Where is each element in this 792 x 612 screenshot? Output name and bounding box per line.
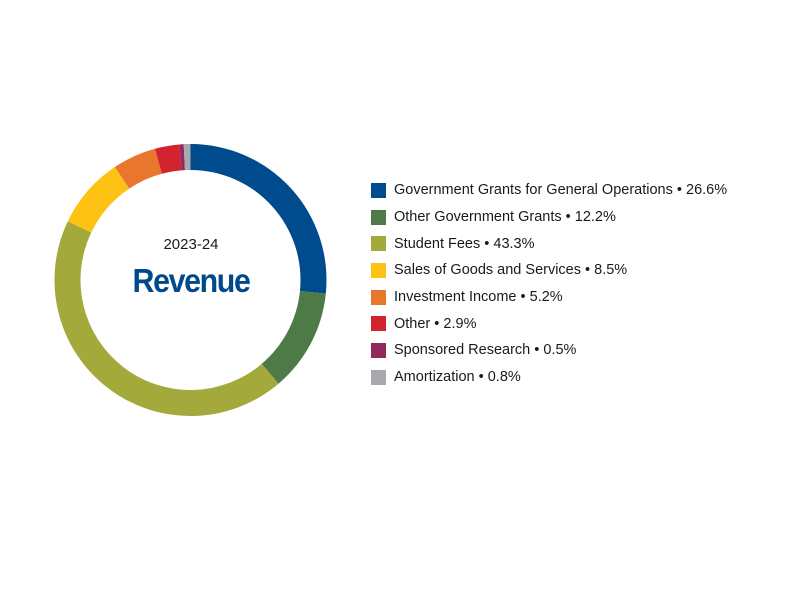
legend-item-sales-goods-services: Sales of Goods and Services • 8.5% <box>371 257 727 284</box>
legend-swatch <box>371 369 386 385</box>
legend-swatch <box>371 182 386 198</box>
legend-item-other-government-grants: Other Government Grants • 12.2% <box>371 204 727 231</box>
donut-segment-sponsored-research <box>179 144 185 171</box>
legend-item-sponsored-research: Sponsored Research • 0.5% <box>371 337 727 364</box>
donut-segment-investment-income <box>114 148 162 189</box>
legend-label: Other • 2.9% <box>394 315 477 332</box>
donut-segment-other <box>155 144 182 174</box>
legend-swatch <box>371 236 386 252</box>
legend-label: Sponsored Research • 0.5% <box>394 342 577 359</box>
legend-item-other: Other • 2.9% <box>371 310 727 337</box>
legend-label: Government Grants for General Operations… <box>394 182 728 199</box>
chart-legend: Government Grants for General Operations… <box>371 177 727 391</box>
legend-item-amortization: Amortization • 0.8% <box>371 364 727 391</box>
legend-item-investment-income: Investment Income • 5.2% <box>371 284 727 311</box>
legend-label: Amortization • 0.8% <box>394 369 521 386</box>
legend-label: Investment Income • 5.2% <box>394 289 563 306</box>
donut-segment-amortization <box>183 144 191 171</box>
legend-label: Sales of Goods and Services • 8.5% <box>394 262 628 279</box>
legend-swatch <box>371 289 386 305</box>
legend-swatch <box>371 262 386 278</box>
donut-segment-sales-of-goods-and-services <box>67 167 130 233</box>
legend-swatch <box>371 209 386 225</box>
legend-swatch <box>371 342 386 358</box>
legend-swatch <box>371 316 386 332</box>
legend-label: Other Government Grants • 12.2% <box>394 209 616 226</box>
chart-title: Revenue <box>132 262 251 299</box>
legend-label: Student Fees • 43.3% <box>394 235 535 252</box>
donut-segment-government-grants-for-general-operations <box>190 144 327 294</box>
chart-year-label: 2023-24 <box>163 236 219 253</box>
legend-item-student-fees: Student Fees • 43.3% <box>371 230 727 257</box>
donut-segment-student-fees <box>54 221 279 416</box>
donut-segment-other-government-grants <box>261 291 326 384</box>
legend-item-government-grants-general-operations: Government Grants for General Operations… <box>371 177 727 204</box>
